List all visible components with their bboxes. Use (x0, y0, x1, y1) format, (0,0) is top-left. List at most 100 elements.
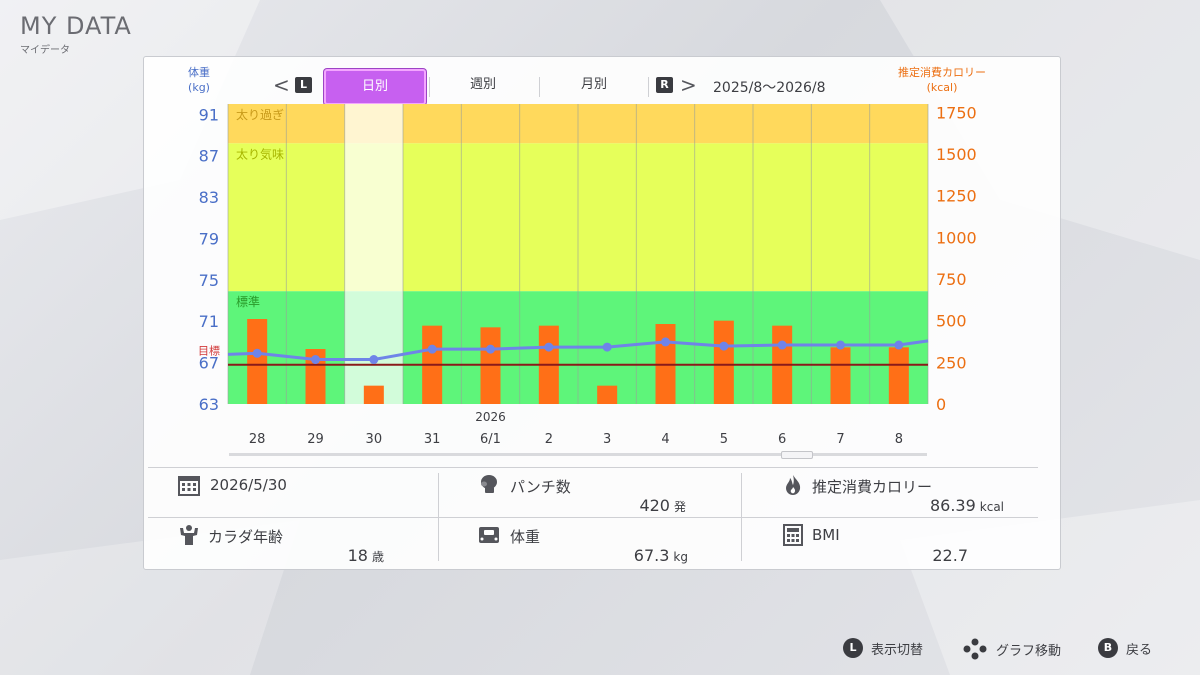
stat-punches-label: パンチ数 (510, 478, 571, 496)
divider (438, 473, 439, 561)
tab-divider (539, 77, 540, 97)
date-tick-label: 4 (661, 432, 669, 447)
kcal-bar (713, 320, 734, 404)
year-label: 2026 (475, 410, 506, 424)
dpad-icon (963, 638, 987, 660)
stat-date-value: 2026/5/30 (210, 476, 287, 494)
kcal-bar (247, 319, 268, 404)
date-tick-label: 6 (778, 432, 786, 447)
footer-toggle[interactable]: L 表示切替 (843, 638, 923, 658)
footer-move-label: グラフ移動 (996, 643, 1062, 659)
stat-body-age-label: カラダ年齢 (208, 528, 284, 546)
flame-icon (786, 475, 801, 495)
boxing-glove-icon (481, 475, 497, 493)
data-panel: 体重 (kg) 推定消費カロリー (kcal) < L 日別 週別 月別 R > 2… (143, 56, 1061, 570)
calculator-icon (783, 524, 803, 546)
next-arrow-icon[interactable]: > (680, 73, 697, 97)
weight-line (227, 339, 929, 362)
weight-tick-label: 67 (199, 354, 219, 373)
weight-point (777, 340, 787, 350)
date-axis: 28 29 30 31 6/1 2 3 4 5 6 7 8 2026 (249, 410, 903, 447)
footer-back-label: 戻る (1126, 642, 1153, 658)
stat-body-age-value: 18 歳 (347, 546, 384, 565)
kcal-tick-label: 1250 (936, 187, 977, 206)
tab-weekly[interactable]: 週別 (469, 77, 496, 92)
stats-grid: 2026/5/30 パンチ数 420 発 推定消費カロリー 86.39 kcal (144, 467, 1060, 567)
kcal-tick-label: 1750 (936, 103, 977, 122)
weight-axis-title: 体重 (kg) (188, 66, 210, 94)
date-tick-label: 8 (895, 432, 903, 447)
weight-tick-label: 71 (199, 312, 219, 331)
stat-calories-label: 推定消費カロリー (812, 478, 933, 496)
weight-point (661, 337, 670, 347)
weight-point (544, 342, 554, 352)
l-button-icon: L (295, 77, 312, 93)
kcal-bar (305, 349, 326, 404)
kcal-tick-label: 1500 (936, 145, 977, 164)
l-stick-icon: L (843, 638, 863, 658)
weight-tick-label: 91 (199, 105, 219, 124)
stat-bmi-label: BMI (812, 526, 840, 544)
stat-punches-value: 420 発 (639, 496, 686, 515)
date-tick-label: 3 (603, 432, 611, 447)
date-tick-label: 2 (545, 432, 553, 447)
divider (148, 467, 1038, 468)
tab-divider (648, 77, 649, 97)
kcal-bar (830, 347, 851, 404)
tab-divider (429, 77, 430, 97)
zone-label: 標準 (236, 294, 260, 309)
goal-label: 目標 (198, 344, 220, 358)
calendar-icon (178, 476, 200, 496)
weight-point (486, 344, 495, 354)
weight-tick-label: 87 (199, 147, 219, 166)
scroll-thumb[interactable] (781, 451, 813, 459)
r-button-icon: R (656, 77, 673, 93)
date-tick-label: 28 (249, 432, 266, 447)
page-title: MY DATA (20, 12, 132, 40)
weight-point (427, 344, 437, 354)
footer-back[interactable]: B 戻る (1098, 638, 1152, 658)
zone-label: 太り過ぎ (236, 107, 284, 122)
kcal-tick-label: 250 (936, 353, 967, 372)
tab-daily[interactable]: 日別 (324, 69, 426, 105)
prev-arrow-icon[interactable]: < (273, 73, 290, 97)
kcal-bar (888, 347, 909, 404)
kcal-bar (363, 385, 384, 404)
kcal-tick-label: 0 (936, 395, 946, 414)
weight-point (719, 341, 729, 351)
date-tick-label: 6/1 (480, 432, 501, 447)
stat-calories-value: 86.39 kcal (929, 496, 1004, 515)
date-range: 2025/8〜2026/8 (713, 80, 826, 96)
tab-monthly[interactable]: 月別 (580, 77, 607, 92)
weight-tick-label: 83 (199, 188, 219, 207)
divider (741, 473, 742, 561)
kcal-tick-label: 500 (936, 312, 967, 331)
date-tick-label: 31 (424, 432, 441, 447)
date-tick-label: 5 (720, 432, 728, 447)
page-subtitle: マイデータ (20, 45, 70, 56)
divider (148, 517, 1038, 518)
kcal-tick-label: 1000 (936, 228, 977, 247)
selected-column-highlight (344, 104, 403, 404)
page-header: MY DATA マイデータ (20, 12, 132, 56)
weight-point (252, 348, 262, 358)
muscle-icon (180, 525, 198, 545)
weight-point (602, 342, 612, 352)
weight-point (311, 355, 320, 365)
chart-scrollbar[interactable] (229, 451, 927, 459)
b-button-icon: B (1098, 638, 1118, 658)
scale-icon (479, 527, 499, 543)
kcal-tick-label: 750 (936, 270, 967, 289)
zone-label: 太り気味 (236, 146, 284, 161)
date-tick-label: 7 (836, 432, 844, 447)
weight-tick-label: 63 (199, 395, 219, 414)
weight-point (894, 340, 904, 350)
stat-weight-value: 67.3 kg (633, 546, 688, 565)
footer-move[interactable]: グラフ移動 (962, 638, 1061, 660)
footer-toggle-label: 表示切替 (871, 642, 924, 658)
weight-point (369, 355, 379, 365)
weight-tick-label: 79 (199, 229, 219, 248)
weight-point (836, 340, 845, 350)
stat-weight-label: 体重 (510, 528, 541, 546)
